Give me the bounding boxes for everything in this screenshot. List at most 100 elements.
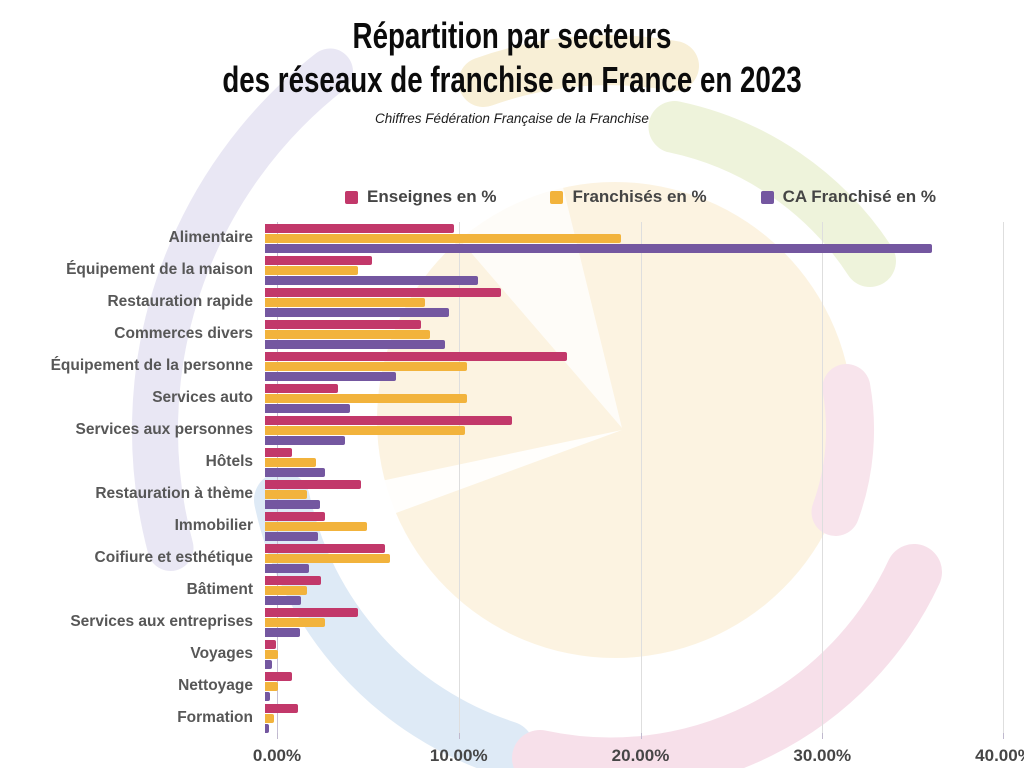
bar-group <box>265 318 992 350</box>
bar <box>265 223 455 233</box>
bar <box>265 543 385 553</box>
vertical-gridline <box>822 222 824 733</box>
axis-tick <box>640 733 642 739</box>
vertical-gridline <box>458 222 460 733</box>
chart-row: Équipement de la personne <box>0 350 1024 382</box>
bar <box>265 425 465 435</box>
x-axis-tick-label: 0.00% <box>252 746 302 765</box>
bar <box>265 627 300 637</box>
bar-group <box>265 382 992 414</box>
bar-group <box>265 286 992 318</box>
bar-group <box>265 254 992 286</box>
watermark-pink-arc <box>512 544 942 768</box>
bar <box>265 351 567 361</box>
chart-row: Formation <box>0 702 1024 734</box>
bar <box>265 563 309 573</box>
axis-tick <box>277 733 278 739</box>
legend-swatch-icon <box>760 190 774 204</box>
bar <box>265 383 338 393</box>
bar <box>265 435 345 445</box>
bar <box>265 415 513 425</box>
axis-tick <box>458 733 460 739</box>
chart-row: Immobilier <box>0 510 1024 542</box>
watermark-green-arc <box>648 101 896 287</box>
legend-item: CA Franchisé en % <box>760 187 936 207</box>
bar-group <box>265 446 992 478</box>
chart-row: Services auto <box>0 382 1024 414</box>
y-axis-line <box>277 222 278 733</box>
bar <box>265 639 276 649</box>
axis-tick <box>1003 733 1004 739</box>
bar <box>265 403 351 413</box>
bar-group <box>265 702 992 734</box>
legend-swatch-icon <box>550 190 564 204</box>
chart-row: Restauration à thème <box>0 478 1024 510</box>
bar <box>265 489 307 499</box>
chart-row: Commerces divers <box>0 318 1024 350</box>
legend-swatch-icon <box>345 190 359 204</box>
bar <box>265 479 362 489</box>
legend-item: Enseignes en % <box>345 187 496 207</box>
category-label: Services aux entreprises <box>70 612 253 630</box>
category-label: Formation <box>177 708 253 726</box>
bar <box>265 447 293 457</box>
bar <box>265 371 396 381</box>
category-label: Voyages <box>190 644 253 662</box>
category-label: Hôtels <box>205 452 253 470</box>
x-axis-tick-label: 20.00% <box>611 746 670 765</box>
category-label: Commerces divers <box>114 324 253 342</box>
category-label: Nettoyage <box>178 676 253 694</box>
bar <box>265 339 445 349</box>
bar-chart: Alimentaire Équipement de la maison Restau… <box>0 222 1024 768</box>
bar <box>265 553 391 563</box>
bar <box>265 297 425 307</box>
bar <box>265 691 271 701</box>
bar <box>265 255 373 265</box>
category-label: Alimentaire <box>168 228 253 246</box>
bar-group <box>265 350 992 382</box>
category-label: Bâtiment <box>186 580 253 598</box>
bar <box>265 393 467 403</box>
bar <box>265 703 298 713</box>
chart-source-subtitle: Chiffres Fédération Française de la Fran… <box>375 111 649 126</box>
bar <box>265 671 293 681</box>
bar <box>265 243 933 253</box>
bar-group <box>265 222 992 254</box>
category-label: Équipement de la maison <box>66 260 253 278</box>
chart-row: Restauration rapide <box>0 286 1024 318</box>
chart-row: Alimentaire <box>0 222 1024 254</box>
category-label: Coifiure et esthétique <box>94 548 253 566</box>
x-axis-tick-label: 40.00% <box>975 746 1024 765</box>
chart-row: Nettoyage <box>0 670 1024 702</box>
bar <box>265 467 325 477</box>
category-label: Services auto <box>152 388 253 406</box>
page-title-line-1: Répartition par secteurs <box>352 15 672 56</box>
bar <box>265 233 622 243</box>
x-axis: 0.00% 10.00% 20.00% 30.00% 40.00% <box>253 746 1024 770</box>
bar <box>265 723 269 733</box>
x-axis-tick-label: 30.00% <box>793 746 852 765</box>
chart-row: Équipement de la maison <box>0 254 1024 286</box>
bar <box>265 617 325 627</box>
gridlines-layer <box>277 222 1004 739</box>
bar <box>265 585 307 595</box>
chart-row: Services aux entreprises <box>0 606 1024 638</box>
bar <box>265 265 358 275</box>
category-label: Restauration à thème <box>95 484 253 502</box>
bar <box>265 307 449 317</box>
chart-row: Hôtels <box>0 446 1024 478</box>
x-axis-tick-label: 10.00% <box>429 746 488 765</box>
bar <box>265 607 358 617</box>
bar <box>265 713 275 723</box>
chart-row: Bâtiment <box>0 574 1024 606</box>
watermark-cream-disc <box>377 182 853 658</box>
category-label: Restauration rapide <box>107 292 253 310</box>
category-label: Immobilier <box>174 516 253 534</box>
watermark-cream-arc <box>458 35 699 107</box>
watermark-pink-inner-arc <box>811 364 875 536</box>
watermark-lavender-arc <box>132 48 353 571</box>
bar <box>265 287 502 297</box>
legend-item: Franchisés en % <box>550 187 707 207</box>
chart-row: Coifiure et esthétique <box>0 542 1024 574</box>
vertical-gridline <box>640 222 642 733</box>
